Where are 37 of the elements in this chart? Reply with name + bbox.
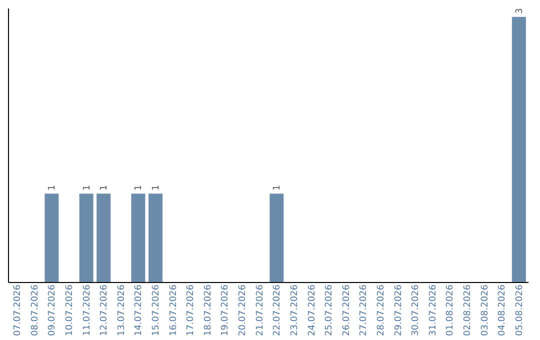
x-tick-label: 24.07.2026 — [307, 284, 318, 336]
x-tick-label: 04.08.2026 — [498, 284, 508, 336]
x-tick-label: 08.07.2026 — [30, 284, 40, 336]
x-tick-label: 19.07.2026 — [220, 284, 231, 336]
x-tick-label: 14.07.2026 — [134, 284, 144, 336]
data-label: 3 — [514, 8, 525, 14]
x-tick-label: 26.07.2026 — [342, 284, 352, 336]
x-tick-label: 15.07.2026 — [152, 284, 162, 336]
x-tick-label: 28.07.2026 — [376, 284, 386, 336]
x-tick-label: 10.07.2026 — [65, 284, 75, 336]
data-label: 1 — [82, 184, 92, 191]
x-tick-label: 27.07.2026 — [359, 284, 370, 336]
x-tick-label: 03.08.2026 — [480, 284, 490, 336]
x-tick-label: 30.07.2026 — [411, 284, 422, 336]
x-tick-label: 02.08.2026 — [463, 284, 473, 336]
data-label: 1 — [152, 184, 162, 191]
x-tick-label: 05.08.2026 — [514, 284, 525, 336]
x-tick-label: 12.07.2026 — [100, 284, 110, 336]
data-label: 1 — [272, 184, 283, 191]
x-tick-label: 20.07.2026 — [238, 284, 248, 336]
x-tick-label: 29.07.2026 — [394, 284, 404, 336]
data-label: 1 — [100, 184, 110, 191]
x-tick-label: 22.07.2026 — [272, 284, 283, 336]
x-tick-label: 09.07.2026 — [48, 284, 58, 336]
x-tick-label: 23.07.2026 — [290, 284, 300, 336]
x-tick-label: 31.07.2026 — [428, 284, 438, 336]
x-tick-label: 21.07.2026 — [255, 284, 266, 336]
x-tick-label: 13.07.2026 — [116, 284, 127, 336]
x-tick-label: 17.07.2026 — [186, 284, 196, 336]
x-tick-label: 16.07.2026 — [168, 284, 179, 336]
x-tick-label: 11.07.2026 — [82, 284, 92, 336]
x-tick-label: 18.07.2026 — [203, 284, 214, 336]
x-tick-label: 01.08.2026 — [446, 284, 456, 336]
x-tick-label: 07.07.2026 — [13, 284, 24, 336]
data-label: 1 — [48, 184, 58, 191]
data-label: 1 — [134, 184, 144, 191]
x-tick-label: 25.07.2026 — [324, 284, 335, 336]
